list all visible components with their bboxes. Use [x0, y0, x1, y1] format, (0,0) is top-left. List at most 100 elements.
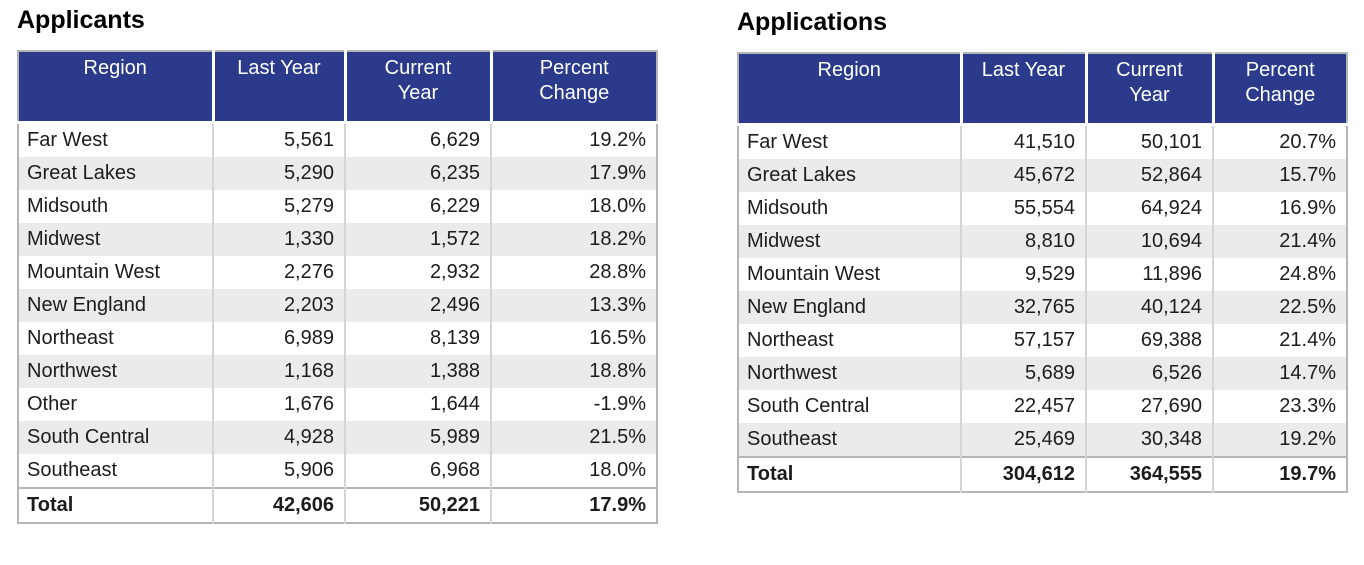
value-cell: 18.0% [490, 453, 657, 488]
value-cell: 8,139 [344, 321, 491, 355]
value-cell: 8,810 [960, 224, 1086, 258]
value-cell: 20.7% [1212, 124, 1347, 159]
value-cell: 24.8% [1212, 257, 1347, 291]
region-cell: Mountain West [747, 262, 881, 285]
table-row: Far West 5,561 6,629 19.2% [18, 122, 657, 157]
value-cell: 15.7% [1212, 158, 1347, 192]
table-row: New England 32,765 40,124 22.5% [738, 290, 1347, 324]
table-row: Great Lakes 45,672 52,864 15.7% [738, 158, 1347, 192]
value-cell: 30,348 [1085, 422, 1213, 457]
value-cell: 21.4% [1212, 224, 1347, 258]
value-cell: 21.4% [1212, 323, 1347, 357]
value-cell: 5,906 [212, 453, 345, 488]
value-cell: 2,203 [212, 288, 345, 322]
column-header-percent-change: Percent Change [1211, 53, 1347, 126]
value-cell: 27,690 [1085, 389, 1213, 423]
value-cell: 14.7% [1212, 356, 1347, 390]
value-cell: 25,469 [960, 422, 1086, 457]
value-cell: 21.5% [490, 420, 657, 454]
value-cell: 6,229 [344, 189, 491, 223]
region-cell: Northeast [747, 328, 834, 351]
value-cell: 1,388 [344, 354, 491, 388]
region-cell: Great Lakes [747, 163, 856, 186]
region-cell: Far West [27, 128, 108, 151]
value-cell: 5,279 [212, 189, 345, 223]
applications-table-section: Applications Region Last Year Current Ye… [737, 8, 1348, 493]
value-cell: 6,968 [344, 453, 491, 488]
applications-title: Applications [737, 8, 888, 36]
value-cell: 5,689 [960, 356, 1086, 390]
region-cell: South Central [747, 394, 870, 417]
column-header-region: Region [18, 51, 213, 124]
applicants-title: Applicants [17, 6, 145, 34]
region-cell: Other [27, 392, 78, 415]
value-cell: 32,765 [960, 290, 1086, 324]
total-current-year: 364,555 [1085, 455, 1213, 492]
table-row: Northeast 6,989 8,139 16.5% [18, 321, 657, 355]
value-cell: 19.2% [490, 122, 657, 157]
value-cell: 23.3% [1212, 389, 1347, 423]
total-row: Total 304,612 364,555 19.7% [738, 455, 1347, 492]
value-cell: 18.8% [490, 354, 657, 388]
value-cell: -1.9% [490, 387, 657, 421]
applications-table: Region Last Year Current Year Percent Ch… [737, 52, 1348, 493]
region-cell: South Central [27, 425, 150, 448]
region-cell: Midsouth [747, 196, 829, 219]
value-cell: 5,290 [212, 156, 345, 190]
table-row: Northwest 5,689 6,526 14.7% [738, 356, 1347, 390]
table-row: South Central 4,928 5,989 21.5% [18, 420, 657, 454]
value-cell: 28.8% [490, 255, 657, 289]
table-header: Region Last Year Current Year Percent Ch… [18, 51, 657, 124]
region-cell: Northwest [747, 361, 838, 384]
value-cell: 16.9% [1212, 191, 1347, 225]
region-cell: New England [27, 293, 146, 316]
total-percent-change: 19.7% [1212, 455, 1347, 492]
value-cell: 1,644 [344, 387, 491, 421]
table-row: Midwest 1,330 1,572 18.2% [18, 222, 657, 256]
value-cell: 6,989 [212, 321, 345, 355]
total-last-year: 42,606 [212, 486, 345, 523]
applicants-table: Region Last Year Current Year Percent Ch… [17, 50, 658, 524]
table-row: South Central 22,457 27,690 23.3% [738, 389, 1347, 423]
value-cell: 11,896 [1085, 257, 1213, 291]
region-cell: Midsouth [27, 194, 109, 217]
region-cell: Midwest [27, 227, 101, 250]
value-cell: 50,101 [1085, 124, 1213, 159]
table-row: Southeast 5,906 6,968 18.0% [18, 453, 657, 488]
table-row: Midsouth 55,554 64,924 16.9% [738, 191, 1347, 225]
value-cell: 2,496 [344, 288, 491, 322]
value-cell: 4,928 [212, 420, 345, 454]
region-cell: Southeast [27, 458, 118, 481]
value-cell: 5,989 [344, 420, 491, 454]
region-cell: Northwest [27, 359, 118, 382]
region-cell: Southeast [747, 427, 838, 450]
table-header: Region Last Year Current Year Percent Ch… [738, 53, 1347, 126]
value-cell: 6,235 [344, 156, 491, 190]
value-cell: 41,510 [960, 124, 1086, 159]
column-header-last-year: Last Year [959, 53, 1086, 126]
value-cell: 9,529 [960, 257, 1086, 291]
value-cell: 40,124 [1085, 290, 1213, 324]
total-label: Total [18, 486, 213, 523]
table-row: Mountain West 9,529 11,896 24.8% [738, 257, 1347, 291]
value-cell: 6,629 [344, 122, 491, 157]
value-cell: 5,561 [212, 122, 345, 157]
value-cell: 2,276 [212, 255, 345, 289]
table-body: Far West 5,561 6,629 19.2% Great Lakes 5,290 6… [18, 122, 657, 488]
value-cell: 18.0% [490, 189, 657, 223]
value-cell: 18.2% [490, 222, 657, 256]
value-cell: 22,457 [960, 389, 1086, 423]
total-last-year: 304,612 [960, 455, 1086, 492]
column-header-region: Region [738, 53, 961, 126]
region-cell: Great Lakes [27, 161, 136, 184]
table-row: New England 2,203 2,496 13.3% [18, 288, 657, 322]
applicants-table-section: Applicants Region Last Year Current Year… [17, 6, 658, 524]
value-cell: 57,157 [960, 323, 1086, 357]
table-row: Midsouth 5,279 6,229 18.0% [18, 189, 657, 223]
table-row: Mountain West 2,276 2,932 28.8% [18, 255, 657, 289]
value-cell: 1,572 [344, 222, 491, 256]
column-header-current-year: Current Year [343, 51, 491, 124]
value-cell: 22.5% [1212, 290, 1347, 324]
value-cell: 64,924 [1085, 191, 1213, 225]
